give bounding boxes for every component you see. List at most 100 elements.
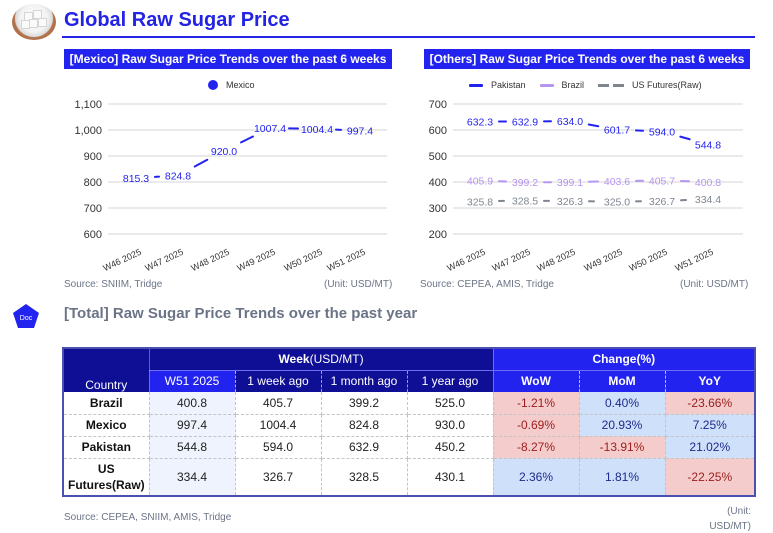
mexico-chart-source: Source: SNIIM, Tridge bbox=[64, 279, 163, 290]
cell-1-week-ago: 405.7 bbox=[235, 392, 322, 415]
cell-yoy: -22.25% bbox=[665, 458, 756, 497]
y-tick-label: 200 bbox=[429, 229, 447, 241]
data-label-mexico: 1004.4 bbox=[301, 124, 333, 136]
y-tick-label: 1,100 bbox=[74, 99, 102, 111]
doc-badge-label: Doc bbox=[20, 315, 33, 322]
column-header-1-month-ago: 1 month ago bbox=[321, 370, 408, 392]
legend-marker-brazil bbox=[539, 83, 554, 87]
cell-1-month-ago: 632.9 bbox=[321, 436, 408, 459]
legend-item-pakistan: Pakistan bbox=[469, 80, 526, 90]
data-label-us-futures-raw: 325.0 bbox=[604, 197, 630, 209]
price-summary-table: Country Week(USD/MT) Change(%) W51 2025 … bbox=[62, 347, 757, 497]
data-label-pakistan: 632.9 bbox=[512, 116, 538, 128]
x-tick-label: W50 2025 bbox=[627, 247, 668, 273]
data-label-pakistan: 594.0 bbox=[649, 127, 675, 139]
cell-wow: -0.69% bbox=[493, 414, 580, 437]
data-label-pakistan: 634.0 bbox=[557, 116, 583, 128]
cell-1-year-ago: 450.2 bbox=[407, 436, 494, 459]
others-chart-source: Source: CEPEA, AMIS, Tridge bbox=[420, 279, 554, 290]
legend-item-us-futures: US Futures(Raw) bbox=[598, 80, 702, 90]
cell-1-year-ago: 930.0 bbox=[407, 414, 494, 437]
data-label-pakistan: 601.7 bbox=[604, 125, 630, 137]
y-tick-label: 1,000 bbox=[74, 125, 102, 137]
cell-current-week: 334.4 bbox=[149, 458, 236, 497]
y-tick-label: 500 bbox=[429, 151, 447, 163]
table-unit: (Unit: USD/MT) bbox=[691, 504, 751, 533]
data-label-brazil: 403.6 bbox=[604, 176, 630, 188]
table-unit-line-1: (Unit: bbox=[727, 506, 751, 517]
data-label-mexico: 815.3 bbox=[123, 173, 149, 185]
legend-label: US Futures(Raw) bbox=[632, 80, 702, 90]
title-divider bbox=[62, 36, 755, 38]
cell-country: Mexico bbox=[63, 414, 150, 437]
others-chart-legend: Pakistan Brazil US Futures(Raw) bbox=[469, 80, 702, 90]
series-line-pakistan bbox=[679, 135, 691, 141]
column-header-1-year-ago: 1 year ago bbox=[407, 370, 494, 392]
data-label-us-futures-raw: 326.7 bbox=[649, 196, 675, 208]
cell-1-year-ago: 430.1 bbox=[407, 458, 494, 497]
cell-wow: 2.36% bbox=[493, 458, 580, 497]
data-label-us-futures-raw: 326.3 bbox=[557, 196, 583, 208]
cell-wow: -8.27% bbox=[493, 436, 580, 459]
cell-country: Pakistan bbox=[63, 436, 150, 459]
y-tick-label: 600 bbox=[84, 229, 102, 241]
cell-yoy: 21.02% bbox=[665, 436, 756, 459]
section-title: [Total] Raw Sugar Price Trends over the … bbox=[64, 305, 418, 322]
legend-marker-mexico bbox=[208, 80, 218, 90]
cell-1-year-ago: 525.0 bbox=[407, 392, 494, 415]
sugar-bowl-icon bbox=[12, 4, 56, 40]
data-label-pakistan: 544.8 bbox=[695, 139, 721, 151]
x-tick-label: W47 2025 bbox=[490, 247, 531, 273]
column-header-yoy: YoY bbox=[665, 370, 756, 392]
x-tick-label: W51 2025 bbox=[673, 247, 714, 273]
data-label-mexico: 1007.4 bbox=[254, 123, 286, 135]
cell-current-week: 997.4 bbox=[149, 414, 236, 437]
series-line-pakistan bbox=[587, 123, 600, 128]
legend-marker-us-futures bbox=[598, 83, 625, 87]
table-group-header-row: Country Week(USD/MT) Change(%) bbox=[63, 348, 756, 392]
legend-marker-pakistan bbox=[469, 83, 483, 87]
data-label-us-futures-raw: 325.8 bbox=[467, 196, 493, 208]
column-group-week: Week(USD/MT) bbox=[149, 348, 494, 371]
cell-1-month-ago: 824.8 bbox=[321, 414, 408, 437]
column-header-mom: MoM bbox=[579, 370, 666, 392]
others-price-chart: 200 300 400 500 600 700 W46 2025 W47 2025 W48 20… bbox=[429, 99, 743, 273]
column-group-change: Change(%) bbox=[493, 348, 756, 371]
legend-item-brazil: Brazil bbox=[539, 80, 584, 90]
mexico-chart-unit: (Unit: USD/MT) bbox=[324, 279, 393, 290]
table-row-pakistan: Pakistan 544.8 594.0 632.9 450.2 -8.27% … bbox=[63, 436, 756, 459]
y-tick-label: 600 bbox=[429, 125, 447, 137]
data-label-brazil: 405.7 bbox=[649, 176, 675, 188]
data-label-us-futures-raw: 328.5 bbox=[512, 196, 538, 208]
cell-yoy: 7.25% bbox=[665, 414, 756, 437]
column-header-wow: WoW bbox=[493, 370, 580, 392]
week-group-label: Week bbox=[278, 352, 310, 367]
legend-item-mexico: Mexico bbox=[208, 80, 255, 90]
cell-yoy: -23.66% bbox=[665, 392, 756, 415]
cell-wow: -1.21% bbox=[493, 392, 580, 415]
country-line-2: Futures(Raw) bbox=[68, 477, 145, 492]
cell-1-week-ago: 594.0 bbox=[235, 436, 322, 459]
cell-mom: 1.81% bbox=[579, 458, 666, 497]
others-chart-unit: (Unit: USD/MT) bbox=[680, 279, 749, 290]
country-line-1: US bbox=[97, 461, 115, 476]
y-tick-label: 700 bbox=[84, 203, 102, 215]
cell-1-week-ago: 1004.4 bbox=[235, 414, 322, 437]
data-label-mexico: 997.4 bbox=[347, 126, 373, 138]
data-label-brazil: 400.8 bbox=[695, 177, 721, 189]
series-line-mexico bbox=[193, 158, 209, 168]
column-header-1-week-ago: 1 week ago bbox=[235, 370, 322, 392]
table-row-mexico: Mexico 997.4 1004.4 824.8 930.0 -0.69% 2… bbox=[63, 414, 756, 437]
page-title: Global Raw Sugar Price bbox=[64, 9, 290, 31]
week-group-unit: (USD/MT) bbox=[309, 352, 364, 367]
doc-badge-icon: Doc bbox=[13, 304, 39, 328]
legend-label: Mexico bbox=[226, 80, 255, 90]
data-label-us-futures-raw: 334.4 bbox=[695, 194, 721, 206]
mexico-chart-legend: Mexico bbox=[208, 80, 255, 90]
table-source: Source: CEPEA, SNIIM, AMIS, Tridge bbox=[64, 512, 232, 523]
y-tick-label: 300 bbox=[429, 203, 447, 215]
legend-label: Pakistan bbox=[491, 80, 526, 90]
table-row-us-futures: US Futures(Raw) 334.4 326.7 328.5 430.1 2… bbox=[63, 458, 756, 497]
cell-current-week: 400.8 bbox=[149, 392, 236, 415]
cell-current-week: 544.8 bbox=[149, 436, 236, 459]
